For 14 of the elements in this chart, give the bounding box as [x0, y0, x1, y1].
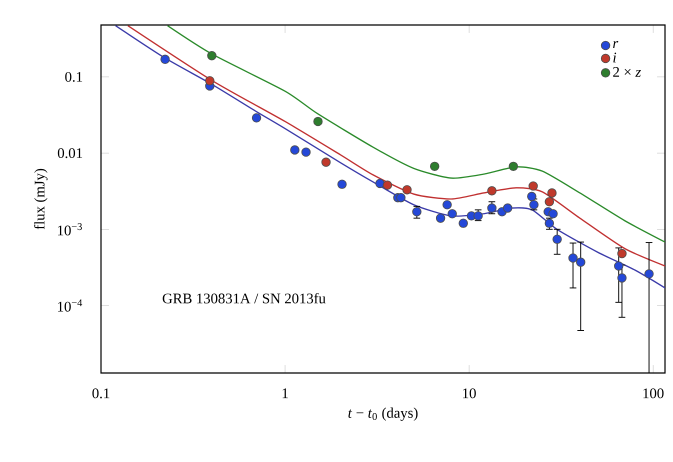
x-tick-label: 1: [282, 388, 288, 398]
x-tick-label: 0.1: [92, 388, 110, 398]
x-tick-label: 10: [463, 388, 476, 398]
legend-label: 2 × z: [613, 67, 641, 77]
legend-label: i: [613, 52, 616, 62]
y-tick-label: 0.1: [65, 72, 82, 82]
annotation: GRB 130831A / SN 2013fu: [162, 292, 326, 304]
x-axis-title: t − t$_{0}$ (days): [348, 408, 418, 421]
legend-label: r: [613, 41, 618, 48]
y-axis-title: flux (mJy): [34, 168, 48, 230]
y-tick-label: 10$^{−4}$: [58, 299, 82, 312]
y-tick-label: 10$^{−3}$: [58, 223, 82, 236]
y-tick-label: 0.01: [58, 148, 82, 158]
x-tick-label: 100: [643, 388, 664, 398]
